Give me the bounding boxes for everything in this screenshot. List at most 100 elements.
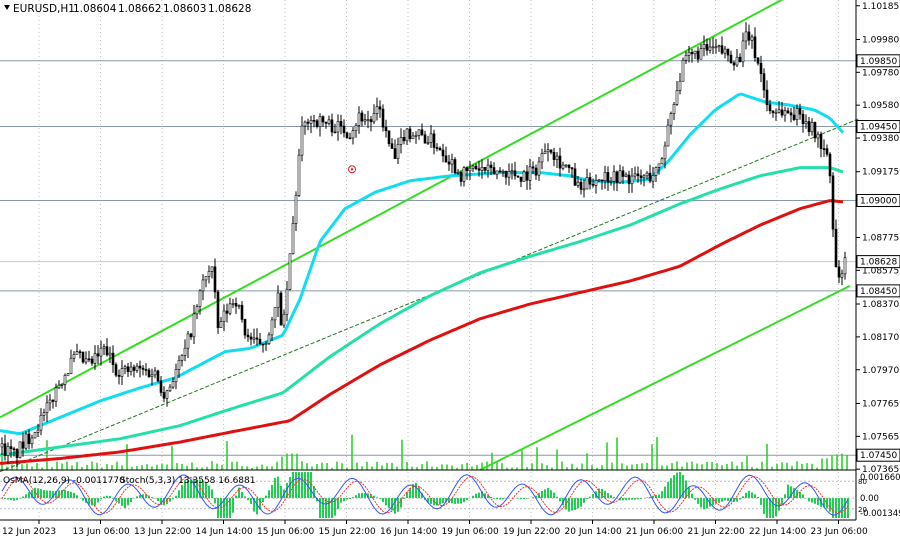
date-label: 23 Jun 06:00	[811, 527, 868, 537]
candle-body	[564, 164, 568, 167]
candle-body	[357, 112, 361, 126]
candle-body	[165, 390, 169, 399]
candle-body	[189, 333, 193, 338]
indicator-axis: 0.0016607 0.00 -0.001349 80 20	[858, 473, 900, 519]
candle-body	[201, 279, 205, 292]
candle-body	[807, 121, 811, 133]
candle-body	[90, 358, 94, 364]
candle-body	[171, 381, 175, 388]
osma-label: OsMA(12,26,9) -0.0011770	[3, 476, 125, 486]
candle-body	[156, 370, 160, 382]
candle-body	[777, 109, 781, 113]
candle-body	[804, 121, 808, 125]
candle-body	[831, 175, 835, 230]
price-label: 1.07565	[862, 432, 899, 442]
date-label: 15 Jun 22:00	[319, 527, 376, 537]
date-label: 15 Jun 06:00	[257, 527, 314, 537]
candle-body	[30, 437, 34, 445]
candle-body	[351, 130, 355, 139]
candle-body	[285, 289, 289, 315]
volume-bars	[1, 434, 848, 470]
candle-body	[225, 310, 229, 314]
ohlc-low: 1.08603	[163, 3, 206, 15]
price-axis: 1.10185 1.09980 1.09780 1.09580 1.09380 1.091…	[856, 2, 899, 475]
candle-body	[393, 148, 397, 159]
candle-body	[795, 108, 799, 121]
candle-body	[372, 113, 376, 123]
candle-body	[447, 161, 451, 165]
candle-body	[345, 132, 349, 139]
candle-body	[339, 121, 343, 127]
candle-body	[543, 151, 547, 155]
candle-body	[762, 73, 766, 91]
candle-body	[222, 310, 226, 322]
candle-body	[318, 116, 322, 127]
dropdown-triangle-icon[interactable]	[4, 5, 10, 10]
candle-body	[786, 110, 790, 114]
candle-body	[597, 179, 601, 182]
candle-body	[600, 179, 604, 182]
price-label: 1.07765	[862, 399, 899, 409]
stoch-axis-label: 80	[858, 478, 867, 486]
candle-body	[0, 443, 4, 448]
candle-body	[768, 104, 772, 112]
candle-body	[702, 44, 706, 49]
candle-body	[477, 168, 481, 171]
candle-body	[789, 112, 793, 116]
date-label: 20 Jun 14:00	[565, 527, 622, 537]
price-label: 1.08370	[862, 300, 899, 310]
candle-body	[708, 46, 712, 51]
candle-body	[405, 128, 409, 142]
candle-body	[384, 126, 388, 132]
candle-body	[195, 306, 199, 315]
date-axis: 12 Jun 2023 13 Jun 06:00 13 Jun 22:00 14 Ju…	[2, 520, 868, 537]
candle-body	[96, 353, 100, 357]
channel-lower	[479, 285, 851, 471]
candle-body	[555, 155, 559, 160]
candle-body	[81, 351, 85, 363]
candle-body	[465, 167, 469, 172]
candle-body	[441, 149, 445, 157]
candle-body	[348, 137, 352, 140]
candle-body	[693, 50, 697, 55]
level-tag: 1.09000	[860, 196, 897, 206]
candle-body	[735, 56, 739, 66]
candle-body	[495, 170, 499, 175]
candle-body	[420, 129, 424, 136]
level-tag-box	[856, 284, 900, 298]
candle-body	[60, 384, 64, 386]
candle-body	[276, 292, 280, 308]
candle-body	[822, 148, 826, 150]
candle-body	[417, 129, 421, 136]
stoch-main-line	[1, 474, 849, 516]
candle-body	[690, 51, 694, 55]
candle-body	[177, 359, 181, 370]
candle-body	[501, 170, 505, 173]
candle-body	[810, 122, 814, 133]
candle-body	[84, 358, 88, 363]
candle-body	[750, 36, 754, 41]
candle-body	[243, 319, 247, 336]
candle-body	[618, 170, 622, 183]
candlesticks	[0, 22, 847, 468]
candle-body	[87, 358, 91, 361]
candle-body	[192, 313, 196, 338]
candle-body	[606, 172, 610, 183]
candle-body	[234, 302, 238, 307]
level-tags: 1.09850 1.09450 1.09000 1.08628 1.08450 1.074…	[856, 54, 900, 462]
indicator-header: OsMA(12,26,9) -0.0011770 Stoch(5,3,3) 13…	[3, 476, 255, 486]
candle-body	[6, 446, 10, 456]
candle-body	[231, 302, 235, 305]
candle-body	[801, 113, 805, 125]
candle-body	[354, 125, 358, 131]
candle-body	[582, 188, 586, 191]
candle-body	[75, 351, 79, 355]
candle-body	[426, 142, 430, 144]
candle-body	[780, 109, 784, 116]
candle-body	[537, 161, 541, 176]
candle-body	[627, 174, 631, 185]
candle-body	[540, 153, 544, 163]
candle-body	[552, 151, 556, 160]
candle-body	[264, 343, 268, 345]
